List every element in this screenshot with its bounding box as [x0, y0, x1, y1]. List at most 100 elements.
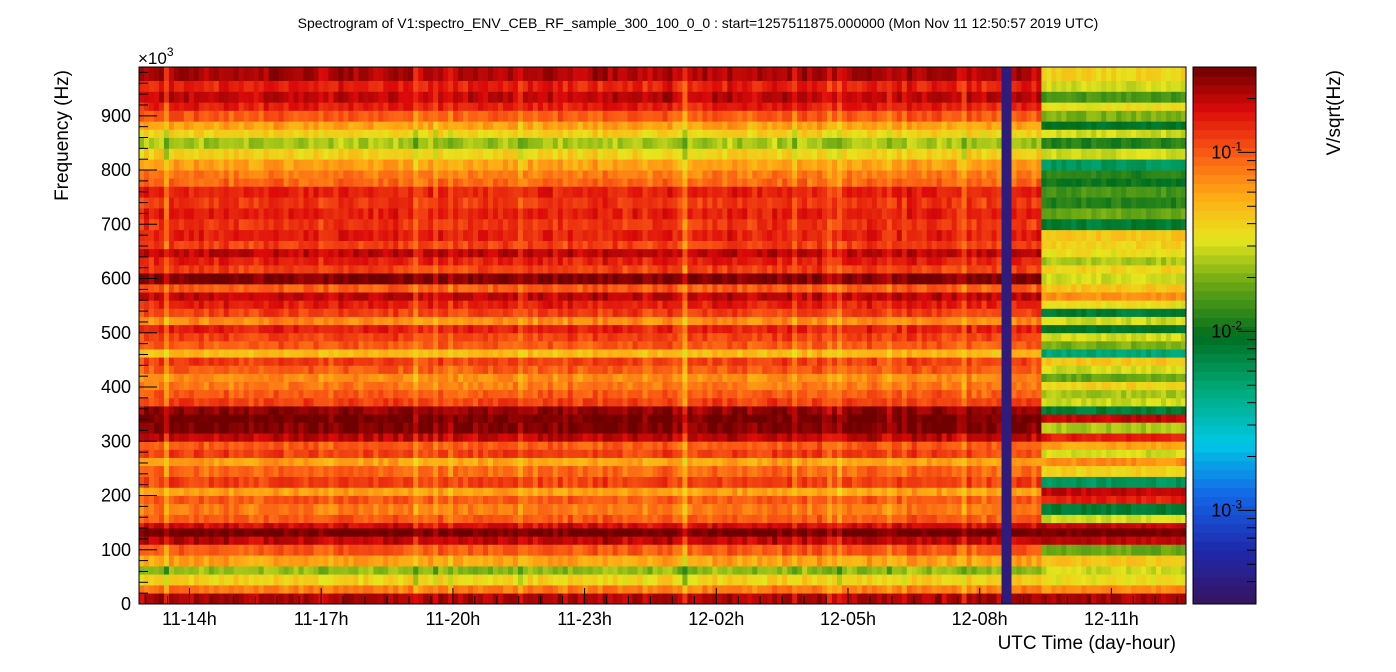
heatmap-cell — [428, 544, 434, 556]
heatmap-cell — [423, 332, 429, 342]
heatmap-cell — [248, 129, 255, 138]
heatmap-cell — [458, 332, 464, 342]
heatmap-cell — [198, 324, 205, 334]
heatmap-cell — [552, 495, 559, 505]
heatmap-cell — [383, 593, 389, 605]
heatmap-cell — [497, 414, 504, 423]
heatmap-cell — [403, 373, 409, 383]
heatmap-cell — [502, 256, 509, 266]
heatmap-cell — [483, 574, 489, 586]
heatmap-cell — [338, 178, 344, 187]
heatmap-cell — [373, 503, 379, 515]
heatmap-cell — [438, 544, 444, 556]
heatmap-cell — [393, 308, 399, 317]
heatmap-cell — [358, 487, 364, 496]
heatmap-cell — [168, 406, 175, 415]
heatmap-cell — [438, 67, 444, 81]
heatmap-cell — [517, 522, 524, 529]
heatmap-cell — [143, 566, 150, 575]
chart-title: Spectrogram of V1:spectro_ENV_CEB_RF_sam… — [298, 15, 1099, 31]
heatmap-cell — [333, 422, 339, 434]
heatmap-cell — [348, 514, 354, 524]
heatmap-cell — [473, 555, 479, 567]
heatmap-cell — [323, 574, 329, 586]
heatmap-cell — [338, 170, 344, 179]
heatmap-cell — [388, 292, 394, 301]
heatmap-cell — [522, 449, 529, 458]
heatmap-cell — [333, 264, 339, 274]
heatmap-cell — [193, 218, 200, 231]
heatmap-cell — [288, 487, 294, 496]
heatmap-cell — [468, 414, 474, 423]
heatmap-cell — [343, 316, 349, 326]
heatmap-cell — [153, 397, 160, 407]
heatmap-cell — [383, 283, 389, 293]
heatmap-cell — [438, 273, 444, 285]
heatmap-cell — [547, 80, 554, 92]
heatmap-cell — [333, 229, 339, 241]
heatmap-cell — [388, 397, 394, 407]
heatmap-cell — [298, 414, 304, 423]
heatmap-cell — [478, 256, 484, 266]
heatmap-cell — [522, 129, 529, 138]
heatmap-cell — [288, 137, 294, 149]
heatmap-cell — [463, 389, 469, 399]
heatmap-cell — [507, 332, 514, 342]
heatmap-cell — [552, 574, 559, 586]
heatmap-cell — [268, 422, 275, 434]
heatmap-cell — [378, 536, 384, 545]
heatmap-cell — [373, 514, 379, 524]
heatmap-cell — [228, 433, 235, 442]
heatmap-cell — [483, 373, 489, 383]
heatmap-cell — [468, 256, 474, 266]
heatmap-cell — [393, 148, 399, 160]
heatmap-cell — [497, 544, 504, 556]
heatmap-cell — [148, 121, 155, 130]
heatmap-cell — [248, 349, 255, 358]
heatmap-cell — [173, 381, 180, 391]
heatmap-cell — [218, 197, 225, 209]
heatmap-cell — [203, 208, 210, 220]
heatmap-cell — [173, 240, 180, 250]
heatmap-cell — [458, 397, 464, 407]
heatmap-cell — [213, 457, 220, 467]
heatmap-cell — [228, 544, 235, 556]
heatmap-cell — [433, 349, 439, 358]
heatmap-cell — [348, 186, 354, 198]
heatmap-cell — [527, 256, 534, 266]
heatmap-cell — [213, 240, 220, 250]
heatmap-cell — [542, 357, 549, 366]
heatmap-cell — [313, 381, 319, 391]
heatmap-cell — [258, 449, 265, 458]
heatmap-cell — [158, 197, 165, 209]
heatmap-cell — [343, 332, 349, 342]
heatmap-cell — [557, 414, 564, 423]
heatmap-cell — [438, 593, 444, 605]
heatmap-cell — [298, 593, 304, 605]
heatmap-cell — [438, 536, 444, 545]
heatmap-cell — [193, 465, 200, 477]
heatmap-cell — [208, 566, 215, 575]
heatmap-cell — [173, 522, 180, 529]
heatmap-cell — [478, 536, 484, 545]
heatmap-cell — [238, 240, 245, 250]
heatmap-cell — [183, 389, 190, 399]
heatmap-cell — [438, 324, 444, 334]
heatmap-cell — [517, 365, 524, 374]
heatmap-cell — [522, 67, 529, 81]
heatmap-cell — [408, 503, 414, 515]
heatmap-cell — [373, 308, 379, 317]
heatmap-cell — [423, 585, 429, 594]
heatmap-cell — [243, 389, 250, 399]
heatmap-cell — [323, 449, 329, 458]
heatmap-cell — [223, 365, 230, 374]
heatmap-cell — [492, 159, 499, 171]
heatmap-cell — [283, 148, 289, 160]
heatmap-cell — [378, 414, 384, 423]
heatmap-cell — [497, 422, 504, 434]
heatmap-cell — [433, 229, 439, 241]
heatmap-cell — [453, 441, 459, 450]
heatmap-cell — [158, 487, 165, 496]
heatmap-cell — [163, 248, 170, 258]
heatmap-cell — [488, 137, 494, 149]
